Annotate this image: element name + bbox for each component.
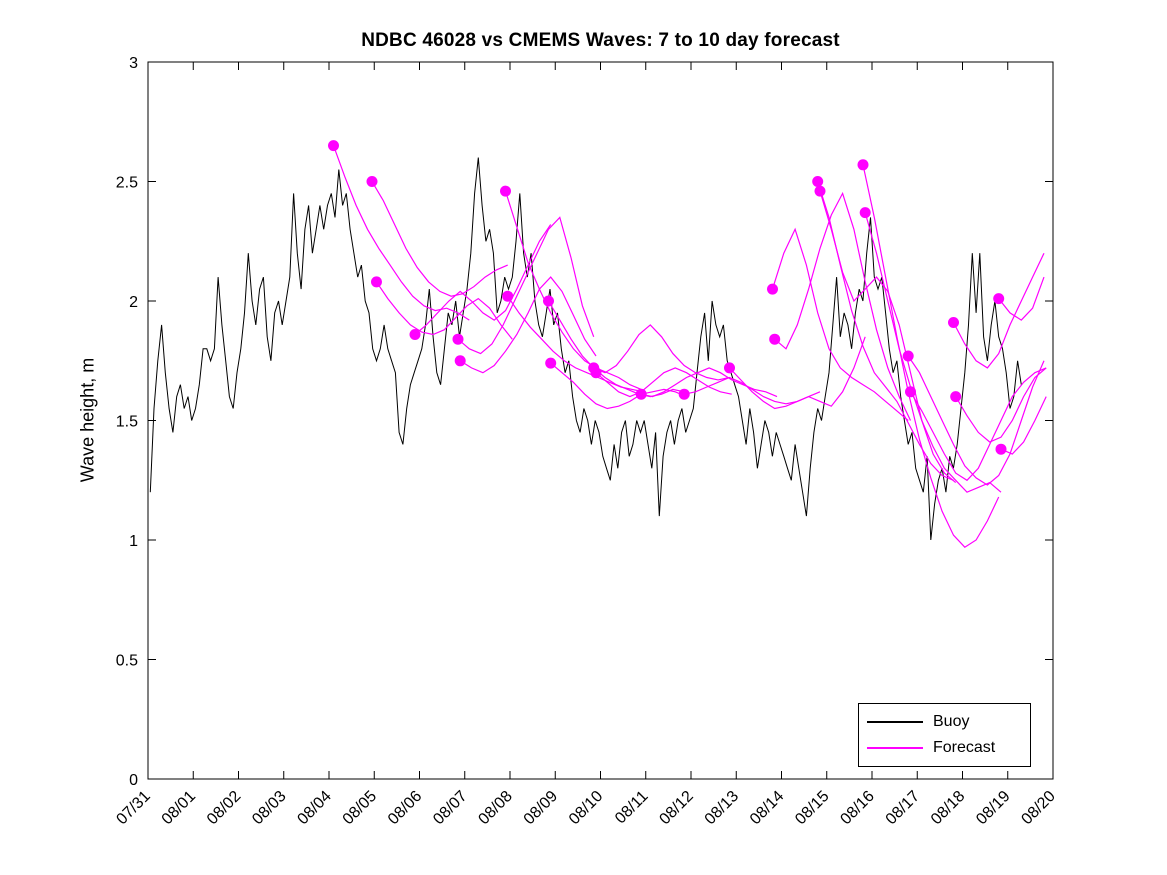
forecast-segment-line	[1000, 396, 1047, 455]
y-tick-label: 3	[129, 55, 138, 72]
x-tick-label: 08/18	[928, 788, 968, 828]
legend-swatch-forecast	[867, 746, 923, 749]
forecast-start-marker	[905, 386, 916, 398]
x-tick-label: 08/08	[475, 788, 515, 828]
forecast-segment-line	[414, 224, 552, 335]
y-tick-label: 0	[129, 772, 138, 789]
chart-title: NDBC 46028 vs CMEMS Waves: 7 to 10 day f…	[361, 30, 840, 51]
legend: Buoy Forecast	[858, 703, 1031, 767]
forecast-start-marker	[371, 276, 382, 288]
forecast-segment-line	[504, 190, 642, 390]
forecast-segment-line	[593, 324, 730, 381]
forecast-start-marker	[767, 283, 778, 295]
y-tick-label: 1.5	[116, 414, 138, 431]
forecast-segment-line	[907, 355, 1045, 486]
forecast-segment-line	[864, 212, 1002, 493]
legend-item-forecast: Forecast	[859, 739, 1030, 757]
axes-box	[147, 61, 1054, 780]
forecast-start-marker	[500, 185, 511, 197]
y-tick-label: 2.5	[116, 175, 138, 192]
forecast-segment-line	[507, 295, 644, 393]
forecast-segment-line	[817, 181, 954, 481]
forecast-segment-line	[550, 362, 687, 410]
forecast-start-marker	[859, 207, 871, 219]
x-tick-label: 08/10	[566, 788, 606, 828]
x-tick-label: 08/07	[430, 788, 470, 828]
buoy-series-line	[149, 157, 1022, 541]
forecast-start-marker	[812, 176, 824, 187]
x-tick-label: 08/16	[837, 788, 877, 828]
x-tick-label: 08/20	[1018, 788, 1058, 828]
forecast-start-marker	[454, 355, 466, 367]
forecast-segment-line	[909, 367, 1047, 482]
forecast-segment-line	[459, 276, 597, 374]
forecast-start-marker	[678, 388, 690, 400]
forecast-segment-line	[862, 164, 1000, 548]
x-tick-label: 08/04	[294, 788, 334, 828]
forecast-segment-line	[774, 191, 912, 421]
forecast-segment-line	[547, 300, 685, 398]
x-tick-label: 08/11	[612, 788, 652, 828]
x-tick-label: 08/03	[249, 788, 289, 828]
forecast-segment-line	[641, 367, 778, 398]
x-tick-label: 08/01	[159, 788, 199, 828]
forecast-segment-line	[729, 336, 866, 410]
x-tick-label: 08/15	[792, 788, 832, 828]
forecast-start-marker	[995, 443, 1007, 455]
forecast-segment-line	[371, 181, 508, 297]
forecast-segment-line	[955, 367, 1047, 443]
y-tick-label: 1	[129, 533, 138, 550]
x-tick-label: 08/09	[521, 788, 561, 828]
legend-label-buoy: Buoy	[933, 713, 970, 731]
legend-label-forecast: Forecast	[933, 738, 996, 756]
legend-swatch-buoy	[867, 721, 923, 724]
x-tick-label: 08/05	[340, 788, 380, 828]
forecast-segment-line	[998, 276, 1045, 321]
forecast-segment-line	[595, 367, 732, 398]
forecast-start-marker	[452, 333, 464, 345]
forecast-segment-line	[457, 216, 595, 355]
forecast-segment-line	[332, 145, 470, 321]
x-tick-label: 08/13	[702, 788, 742, 828]
forecast-segment-line	[771, 227, 909, 421]
forecast-start-marker	[769, 333, 781, 345]
x-tick-label: 08/14	[747, 788, 787, 828]
forecast-start-marker	[366, 176, 378, 187]
forecast-segment-line	[952, 252, 1045, 369]
forecast-start-marker	[409, 329, 421, 340]
forecast-start-marker	[635, 388, 647, 400]
x-tick-label: 08/06	[385, 788, 425, 828]
y-tick-label: 0.5	[116, 653, 138, 670]
x-tick-label: 08/17	[883, 788, 923, 828]
forecast-start-marker	[857, 159, 869, 171]
forecast-start-marker	[814, 185, 826, 197]
forecast-start-marker	[993, 293, 1005, 305]
forecast-start-marker	[545, 357, 557, 369]
x-tick-label: 07/31	[113, 788, 153, 828]
forecast-start-marker	[543, 295, 554, 307]
x-tick-label: 08/19	[973, 788, 1013, 828]
y-tick-label: 2	[129, 294, 138, 311]
forecast-start-marker	[950, 391, 962, 403]
forecast-start-marker	[948, 317, 959, 328]
forecast-start-marker	[724, 362, 735, 374]
x-tick-label: 08/12	[656, 788, 696, 828]
legend-item-buoy: Buoy	[859, 713, 1030, 731]
x-tick-label: 08/02	[204, 788, 244, 828]
forecast-start-marker	[590, 367, 602, 379]
forecast-start-marker	[502, 290, 514, 302]
forecast-segment-line	[376, 281, 513, 340]
forecast-start-marker	[328, 140, 339, 152]
forecast-start-marker	[902, 350, 914, 362]
